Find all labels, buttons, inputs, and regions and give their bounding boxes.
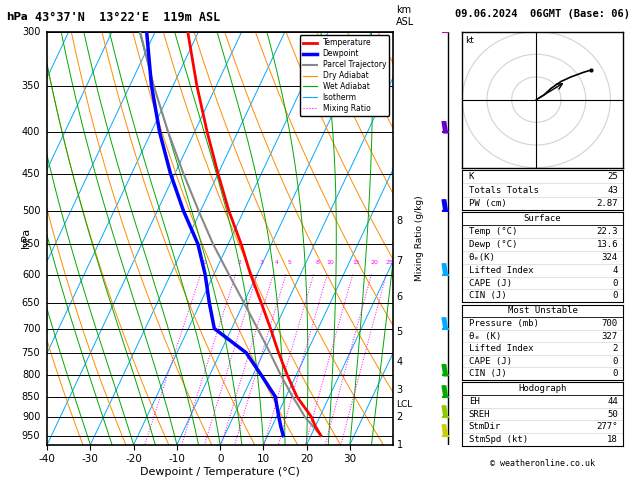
Text: 5: 5 [287, 260, 291, 265]
Text: SREH: SREH [469, 410, 490, 418]
Text: CIN (J): CIN (J) [469, 369, 506, 378]
Text: LCL: LCL [397, 400, 413, 409]
Text: km
ASL: km ASL [396, 5, 415, 27]
Text: 0: 0 [613, 278, 618, 288]
Text: 09.06.2024  06GMT (Base: 06): 09.06.2024 06GMT (Base: 06) [455, 9, 629, 19]
Text: 700: 700 [22, 324, 40, 333]
Text: 3: 3 [397, 385, 403, 395]
Text: PW (cm): PW (cm) [469, 199, 506, 208]
Text: StmSpd (kt): StmSpd (kt) [469, 435, 528, 444]
Text: 0: 0 [613, 357, 618, 366]
Text: hPa: hPa [21, 228, 31, 248]
Text: 50: 50 [607, 410, 618, 418]
Text: Pressure (mb): Pressure (mb) [469, 319, 538, 328]
Text: 900: 900 [22, 412, 40, 422]
Text: Lifted Index: Lifted Index [469, 266, 533, 275]
Text: 8: 8 [315, 260, 319, 265]
Text: 2: 2 [397, 412, 403, 422]
Text: EH: EH [469, 397, 479, 406]
Text: CAPE (J): CAPE (J) [469, 278, 512, 288]
Text: 600: 600 [22, 270, 40, 279]
Text: 43: 43 [607, 186, 618, 194]
Text: 3: 3 [259, 260, 263, 265]
Text: θₑ (K): θₑ (K) [469, 331, 501, 341]
Text: hPa: hPa [6, 12, 28, 22]
Text: 4: 4 [397, 357, 403, 367]
Text: 450: 450 [22, 169, 40, 179]
Text: θₑ(K): θₑ(K) [469, 253, 496, 262]
Text: Temp (°C): Temp (°C) [469, 227, 517, 236]
Text: 950: 950 [22, 431, 40, 441]
Text: 300: 300 [22, 27, 40, 36]
Text: 0: 0 [613, 369, 618, 378]
Text: 43°37'N  13°22'E  119m ASL: 43°37'N 13°22'E 119m ASL [35, 11, 220, 24]
Text: 6: 6 [397, 292, 403, 302]
Text: 550: 550 [21, 239, 40, 249]
Text: 0: 0 [613, 292, 618, 300]
Text: 350: 350 [22, 81, 40, 90]
Text: 2: 2 [613, 344, 618, 353]
Text: 4: 4 [613, 266, 618, 275]
Text: 750: 750 [21, 348, 40, 358]
Text: 10: 10 [327, 260, 335, 265]
Text: Surface: Surface [524, 214, 561, 223]
Legend: Temperature, Dewpoint, Parcel Trajectory, Dry Adiabat, Wet Adiabat, Isotherm, Mi: Temperature, Dewpoint, Parcel Trajectory… [300, 35, 389, 116]
Text: 650: 650 [22, 297, 40, 308]
X-axis label: Dewpoint / Temperature (°C): Dewpoint / Temperature (°C) [140, 467, 300, 477]
Text: 44: 44 [607, 397, 618, 406]
Text: kt: kt [465, 35, 474, 45]
Text: 2: 2 [238, 260, 242, 265]
Text: 25: 25 [386, 260, 393, 265]
Text: CAPE (J): CAPE (J) [469, 357, 512, 366]
Text: 20: 20 [370, 260, 379, 265]
Text: 700: 700 [602, 319, 618, 328]
Text: Dewp (°C): Dewp (°C) [469, 240, 517, 249]
Text: Hodograph: Hodograph [518, 384, 567, 393]
Text: 5: 5 [397, 327, 403, 336]
Text: 25: 25 [607, 172, 618, 181]
Text: 15: 15 [352, 260, 360, 265]
Text: 800: 800 [22, 370, 40, 381]
Text: 2.87: 2.87 [596, 199, 618, 208]
Text: Mixing Ratio (g/kg): Mixing Ratio (g/kg) [415, 195, 424, 281]
Text: StmDir: StmDir [469, 422, 501, 431]
Text: 327: 327 [602, 331, 618, 341]
Text: 18: 18 [607, 435, 618, 444]
Text: 8: 8 [397, 216, 403, 226]
Text: 1: 1 [397, 440, 403, 450]
Text: 500: 500 [22, 206, 40, 216]
Text: Most Unstable: Most Unstable [508, 307, 577, 315]
Text: 13.6: 13.6 [596, 240, 618, 249]
Text: 7: 7 [397, 257, 403, 266]
Text: K: K [469, 172, 474, 181]
Text: CIN (J): CIN (J) [469, 292, 506, 300]
Text: Totals Totals: Totals Totals [469, 186, 538, 194]
Text: 400: 400 [22, 127, 40, 138]
Text: 1: 1 [203, 260, 206, 265]
Text: 22.3: 22.3 [596, 227, 618, 236]
Text: 277°: 277° [596, 422, 618, 431]
Text: 324: 324 [602, 253, 618, 262]
Text: 4: 4 [275, 260, 279, 265]
Text: Lifted Index: Lifted Index [469, 344, 533, 353]
Text: © weatheronline.co.uk: © weatheronline.co.uk [490, 459, 595, 469]
Text: 850: 850 [22, 392, 40, 401]
